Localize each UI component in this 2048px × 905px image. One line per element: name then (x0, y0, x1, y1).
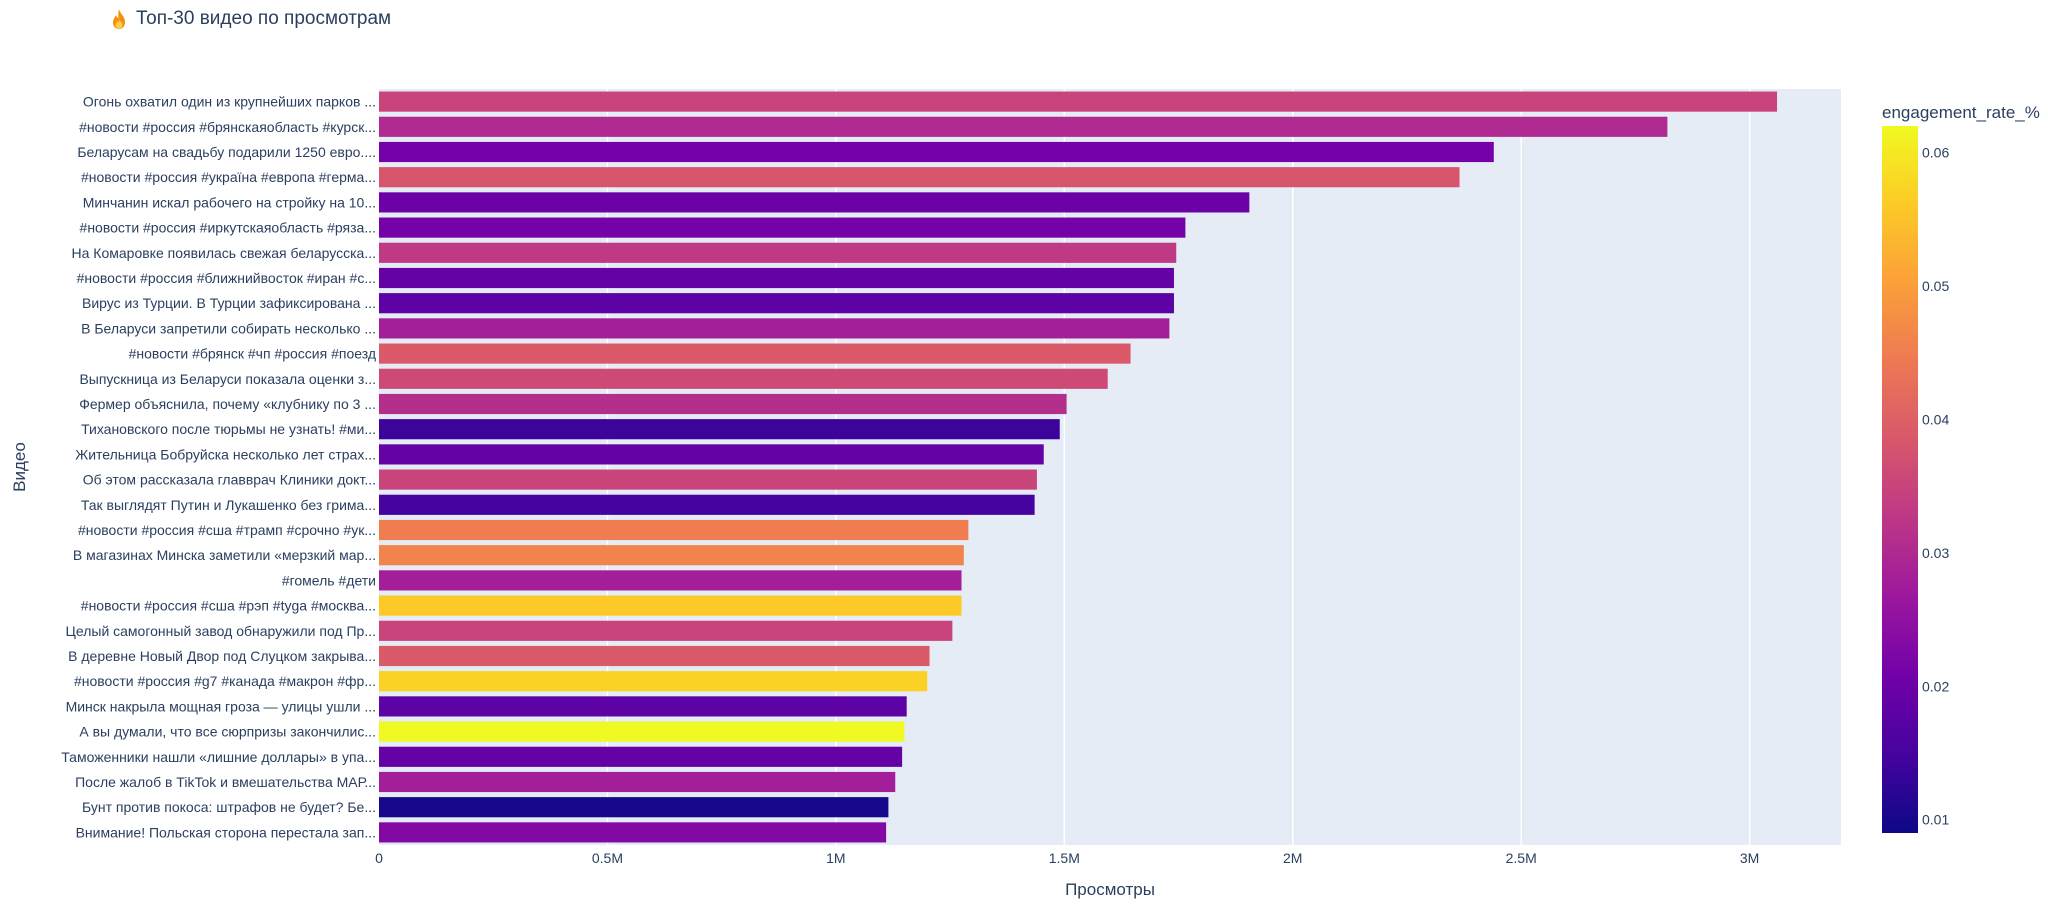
bar[interactable] (379, 141, 1494, 163)
bar[interactable] (379, 217, 1186, 238)
colorbar-tick-label: 0.05 (1922, 278, 1949, 294)
x-tick-label: 1M (826, 850, 845, 866)
bar[interactable] (379, 771, 896, 793)
y-tick-label: Тихановского после тюрьмы не узнать! #ми… (81, 421, 376, 437)
y-tick-label: #новости #россия #брянскаяобласть #курск… (79, 119, 376, 135)
y-tick-label: #новости #россия #g7 #канада #макрон #фр… (74, 673, 376, 689)
y-tick-label: Вирус из Турции. В Турции зафиксирована … (82, 295, 376, 311)
y-tick-label: А вы думали, что все сюрпризы закончилис… (79, 724, 376, 740)
y-tick-label: Выпускница из Беларуси показала оценки з… (79, 371, 376, 387)
bar[interactable] (379, 519, 969, 541)
chart-title: Топ-30 видео по просмотрам (110, 8, 391, 30)
y-tick-label: Огонь охватил один из крупнейших парков … (83, 94, 376, 110)
bar[interactable] (379, 595, 962, 616)
bar[interactable] (379, 393, 1067, 415)
x-tick-labels: 0 0.5M 1M 1.5M 2M 2.5M 3M (375, 850, 1759, 866)
plot-area (379, 89, 1841, 845)
y-tick-labels: Огонь охватил один из крупнейших парков … (61, 94, 376, 841)
x-axis-title: Просмотры (1065, 880, 1155, 899)
y-tick-label: В Беларуси запретили собирать несколько … (81, 320, 376, 336)
bar[interactable] (379, 696, 907, 717)
y-axis-title: Видео (10, 442, 29, 492)
bar[interactable] (379, 469, 1037, 490)
bar[interactable] (379, 494, 1035, 515)
x-tick-label: 3M (1740, 850, 1759, 866)
x-tick-label: 2M (1283, 850, 1302, 866)
bar[interactable] (379, 343, 1131, 364)
colorbar-ticks: 0.01 0.02 0.03 0.04 0.05 0.06 (1922, 145, 1949, 828)
x-tick-label: 2.5M (1506, 850, 1537, 866)
y-tick-label: #новости #россия #сша #трамп #срочно #ук… (78, 522, 376, 538)
y-tick-label: В магазинах Минска заметили «мерзкий мар… (73, 547, 376, 563)
colorbar-tick-label: 0.04 (1922, 411, 1949, 427)
y-tick-label: #новости #россия #иркутскаяобласть #ряза… (80, 220, 376, 236)
colorbar-tick-label: 0.01 (1922, 812, 1949, 828)
x-gridlines (606, 89, 1751, 845)
bar[interactable] (379, 242, 1177, 263)
bar[interactable] (379, 721, 905, 742)
bar[interactable] (379, 570, 962, 591)
colorbar-tick-label: 0.02 (1922, 678, 1949, 694)
y-tick-label: Минчанин искал рабочего на стройку на 10… (83, 194, 376, 210)
y-tick-label: Целый самогонный завод обнаружили под Пр… (66, 623, 376, 639)
y-tick-label: Минск накрыла мощная гроза — улицы ушли … (66, 698, 376, 714)
y-tick-label: Так выглядят Путин и Лукашенко без грима… (81, 497, 376, 513)
y-tick-label: Беларусам на свадьбу подарили 1250 евро.… (77, 144, 376, 160)
bar[interactable] (379, 419, 1060, 440)
bar[interactable] (379, 293, 1174, 314)
bar[interactable] (379, 620, 953, 641)
y-tick-label: Фермер объяснила, почему «клубнику по 3 … (79, 396, 376, 412)
y-tick-label: Таможенники нашли «лишние доллары» в упа… (61, 749, 376, 765)
y-tick-label: #новости #россия #україна #европа #герма… (81, 169, 376, 185)
bar[interactable] (379, 368, 1108, 389)
y-tick-label: Об этом рассказала главврач Клиники докт… (83, 472, 376, 488)
chart-title-text: Топ-30 видео по просмотрам (136, 8, 392, 29)
bar[interactable] (379, 671, 928, 692)
y-tick-label: #новости #россия #сша #рэп #tyga #москва… (81, 598, 376, 614)
bar[interactable] (379, 822, 887, 843)
y-tick-label: В деревне Новый Двор под Слуцком закрыва… (68, 648, 376, 664)
bar[interactable] (379, 91, 1778, 112)
colorbar-tick-label: 0.03 (1922, 545, 1949, 561)
y-tick-label: Бунт против покоса: штрафов не будет? Бе… (82, 799, 376, 815)
bar[interactable] (379, 116, 1668, 137)
y-tick-label: На Комаровке появилась свежая беларусска… (72, 245, 376, 261)
colorbar-tick-label: 0.06 (1922, 145, 1949, 161)
y-tick-label: Внимание! Польская сторона перестала зап… (76, 824, 376, 840)
x-tick-label: 1.5M (1049, 850, 1080, 866)
bar[interactable] (379, 797, 889, 818)
x-tick-label: 0.5M (592, 850, 623, 866)
colorbar-title: engagement_rate_% (1882, 103, 2040, 122)
y-tick-label: #новости #брянск #чп #россия #поезд (129, 346, 376, 362)
y-tick-label: #новости #россия #ближнийвосток #иран #с… (77, 270, 376, 286)
bar[interactable] (379, 545, 964, 566)
y-tick-label: Жительница Бобруйска несколько лет страх… (75, 446, 376, 462)
fire-icon (113, 9, 125, 29)
bar[interactable] (379, 192, 1250, 213)
bar[interactable] (379, 746, 903, 767)
bar[interactable] (379, 267, 1174, 289)
bar[interactable] (379, 318, 1170, 339)
x-tick-label: 0 (375, 850, 383, 866)
bars (379, 91, 1778, 843)
y-tick-label: #гомель #дети (282, 572, 376, 588)
bar[interactable] (379, 167, 1460, 188)
bar[interactable] (379, 444, 1044, 465)
bar[interactable] (379, 645, 930, 667)
colorbar (1882, 126, 1918, 833)
y-tick-label: После жалоб в TikTok и вмешательства МАР… (75, 774, 376, 790)
